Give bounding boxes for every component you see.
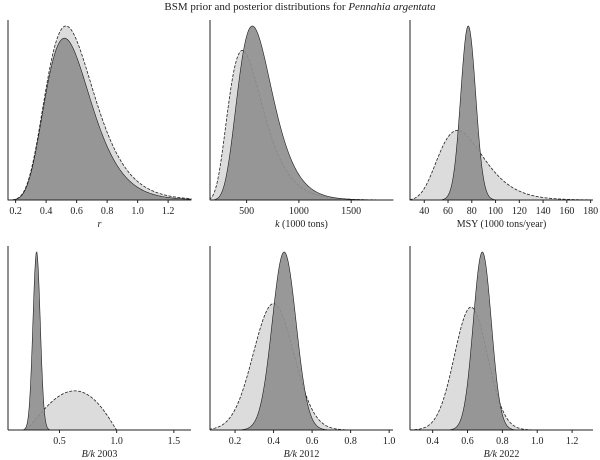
x-axis-label-3: MSY (1000 tons/year) — [457, 219, 547, 230]
x-tick-label: 1.0 — [131, 206, 144, 217]
x-tick-label: 500 — [239, 206, 254, 217]
x-tick-label: 180 — [583, 206, 598, 217]
x-axis-label-rest: (1000 tons) — [280, 219, 328, 230]
chart-panel-6: 0.4 0.6 0.8 1.0 1.2 B/k 2022 — [409, 246, 593, 460]
x-axis-label-italic: k — [275, 219, 280, 230]
figure-title-species: Pennahia argentata — [348, 1, 436, 13]
x-tick-label: 0.2 — [9, 206, 22, 217]
chart-panel-5: 0.2 0.4 0.6 0.8 1.0 B/k 2012 — [209, 246, 396, 460]
chart-panel-1: 0.2 0.4 0.6 0.8 1.0 1.2 r — [7, 20, 192, 230]
x-tick-label: 0.6 — [461, 436, 474, 447]
x-tick-label: 0.2 — [229, 436, 242, 447]
x-tick-label: 100 — [488, 206, 503, 217]
chart-panel-2: 500 1000 1500 k (1000 tons) — [209, 20, 394, 230]
x-tick-label: 1.0 — [383, 436, 396, 447]
prior-density-3 — [409, 130, 594, 201]
x-tick-label: 1.2 — [162, 206, 175, 217]
posterior-density-5 — [210, 251, 393, 431]
x-axis-label-italic: B/k — [284, 449, 298, 460]
figure-title: BSM prior and posterior distributions fo… — [0, 1, 600, 13]
x-axis-label-rest: 2022 — [497, 449, 520, 460]
chart-panel-3: 40 60 80 100 120 140 160 180 MSY (1000 tons/year… — [409, 20, 598, 230]
x-tick-label: 0.5 — [53, 436, 66, 447]
x-axis-label-6: B/k 2022 — [484, 449, 520, 460]
x-tick-label: 120 — [512, 206, 527, 217]
x-tick-label: 160 — [559, 206, 574, 217]
x-tick-label: 1000 — [289, 206, 309, 217]
x-tick-label: 0.6 — [70, 206, 83, 217]
x-tick-label: 0.8 — [101, 206, 114, 217]
chart-panel-4: 0.5 1.0 1.5 B/k 2003 — [7, 246, 191, 460]
x-axis-label-italic: B/k — [82, 449, 96, 460]
x-axis-label-rest: 2003 — [95, 449, 118, 460]
x-tick-label: 0.8 — [344, 436, 357, 447]
x-tick-label: 0.6 — [306, 436, 319, 447]
x-axis-label-rest: MSY (1000 tons/year) — [457, 219, 547, 230]
x-axis-label-5: B/k 2012 — [284, 449, 320, 460]
x-tick-label: 0.4 — [426, 436, 439, 447]
x-axis-label-1: r — [98, 219, 102, 230]
x-tick-label: 80 — [467, 206, 477, 217]
x-tick-label: 1.5 — [168, 436, 181, 447]
x-tick-label: 140 — [536, 206, 551, 217]
x-tick-label: 60 — [443, 206, 453, 217]
x-tick-label: 0.8 — [496, 436, 509, 447]
x-tick-label: 1.2 — [566, 436, 579, 447]
posterior-density-6 — [410, 251, 593, 431]
posterior-density-2 — [209, 25, 394, 201]
x-axis-label-rest: 2012 — [297, 449, 320, 460]
x-tick-label: 0.4 — [267, 436, 280, 447]
x-tick-label: 1.0 — [531, 436, 544, 447]
x-tick-label: 0.4 — [40, 206, 53, 217]
x-tick-label: 1.0 — [110, 436, 123, 447]
x-axis-label-italic: r — [98, 219, 102, 230]
x-tick-label: 40 — [419, 206, 429, 217]
posterior-density-4 — [8, 251, 191, 431]
x-tick-label: 1500 — [341, 206, 361, 217]
x-axis-label-4: B/k 2003 — [82, 449, 118, 460]
posterior-density-1 — [7, 37, 192, 201]
x-axis-label-italic: B/k — [484, 449, 498, 460]
x-axis-label-2: k (1000 tons) — [275, 219, 328, 230]
figure-title-prefix: BSM prior and posterior distributions fo… — [164, 1, 346, 13]
